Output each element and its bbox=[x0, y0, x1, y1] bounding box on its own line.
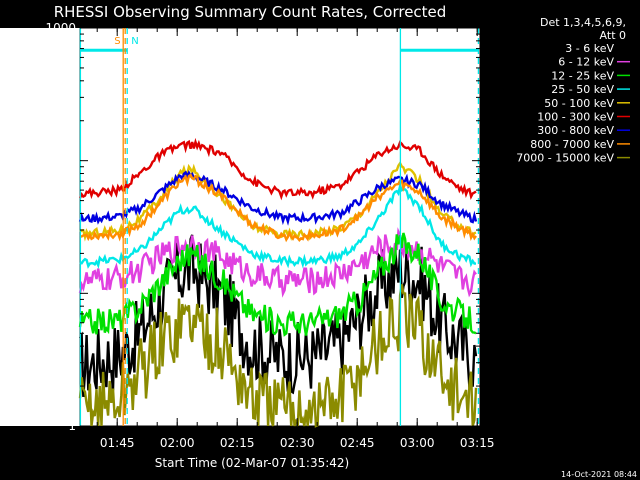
legend-entry-label: 7000 - 15000 keV bbox=[516, 152, 614, 165]
series-line-5 bbox=[78, 137, 477, 201]
event-marker-label: S bbox=[114, 36, 120, 47]
legend-header: Att 0 bbox=[600, 29, 626, 42]
legend-header: Det 1,3,4,5,6,9, bbox=[540, 16, 626, 29]
series-line-8 bbox=[78, 284, 478, 428]
series-line-3 bbox=[79, 182, 476, 269]
y-axis-label: Corrected Count Rate (s⁻¹ detector⁻¹) bbox=[22, 114, 36, 340]
x-tick-label: 02:30 bbox=[280, 436, 315, 450]
y-tick-label: 100 bbox=[53, 154, 76, 168]
series-line-2 bbox=[78, 232, 477, 337]
x-tick-label: 02:15 bbox=[220, 436, 255, 450]
legend-entry-label: 800 - 7000 keV bbox=[530, 138, 614, 151]
x-tick-label: 02:00 bbox=[160, 436, 195, 450]
x-axis-label: Start Time (02-Mar-07 01:35:42) bbox=[155, 456, 349, 470]
chart-title: RHESSI Observing Summary Count Rates, Co… bbox=[54, 3, 447, 21]
x-tick-label: 03:15 bbox=[460, 436, 495, 450]
legend-entry-label: 25 - 50 keV bbox=[551, 83, 614, 96]
x-tick-label: 02:45 bbox=[340, 436, 375, 450]
series-layer bbox=[78, 137, 478, 428]
x-tick-label: 01:45 bbox=[100, 436, 135, 450]
timestamp: 14-Oct-2021 08:44 bbox=[561, 470, 637, 479]
y-tick-label: 1000 bbox=[45, 21, 76, 35]
legend-entry-label: 50 - 100 keV bbox=[544, 97, 614, 110]
legend-entry-label: 300 - 800 keV bbox=[537, 124, 614, 137]
y-tick-label: 10 bbox=[61, 286, 76, 300]
legend-entry-label: 100 - 300 keV bbox=[537, 111, 614, 124]
event-marker-label: N bbox=[131, 36, 138, 47]
y-tick-label: 1 bbox=[68, 419, 76, 433]
series-line-7 bbox=[79, 173, 477, 243]
tick-layer: 1 10 100 1000 01:45 02:00 02:15 02:30 02:45 03:00… bbox=[45, 21, 494, 450]
legend-entry-label: 12 - 25 keV bbox=[551, 69, 614, 82]
legend-entry-label: 3 - 6 keV bbox=[565, 42, 614, 55]
series-line-6 bbox=[78, 170, 478, 226]
legend-entry-label: 6 - 12 keV bbox=[558, 56, 614, 69]
x-tick-label: 03:00 bbox=[400, 436, 435, 450]
